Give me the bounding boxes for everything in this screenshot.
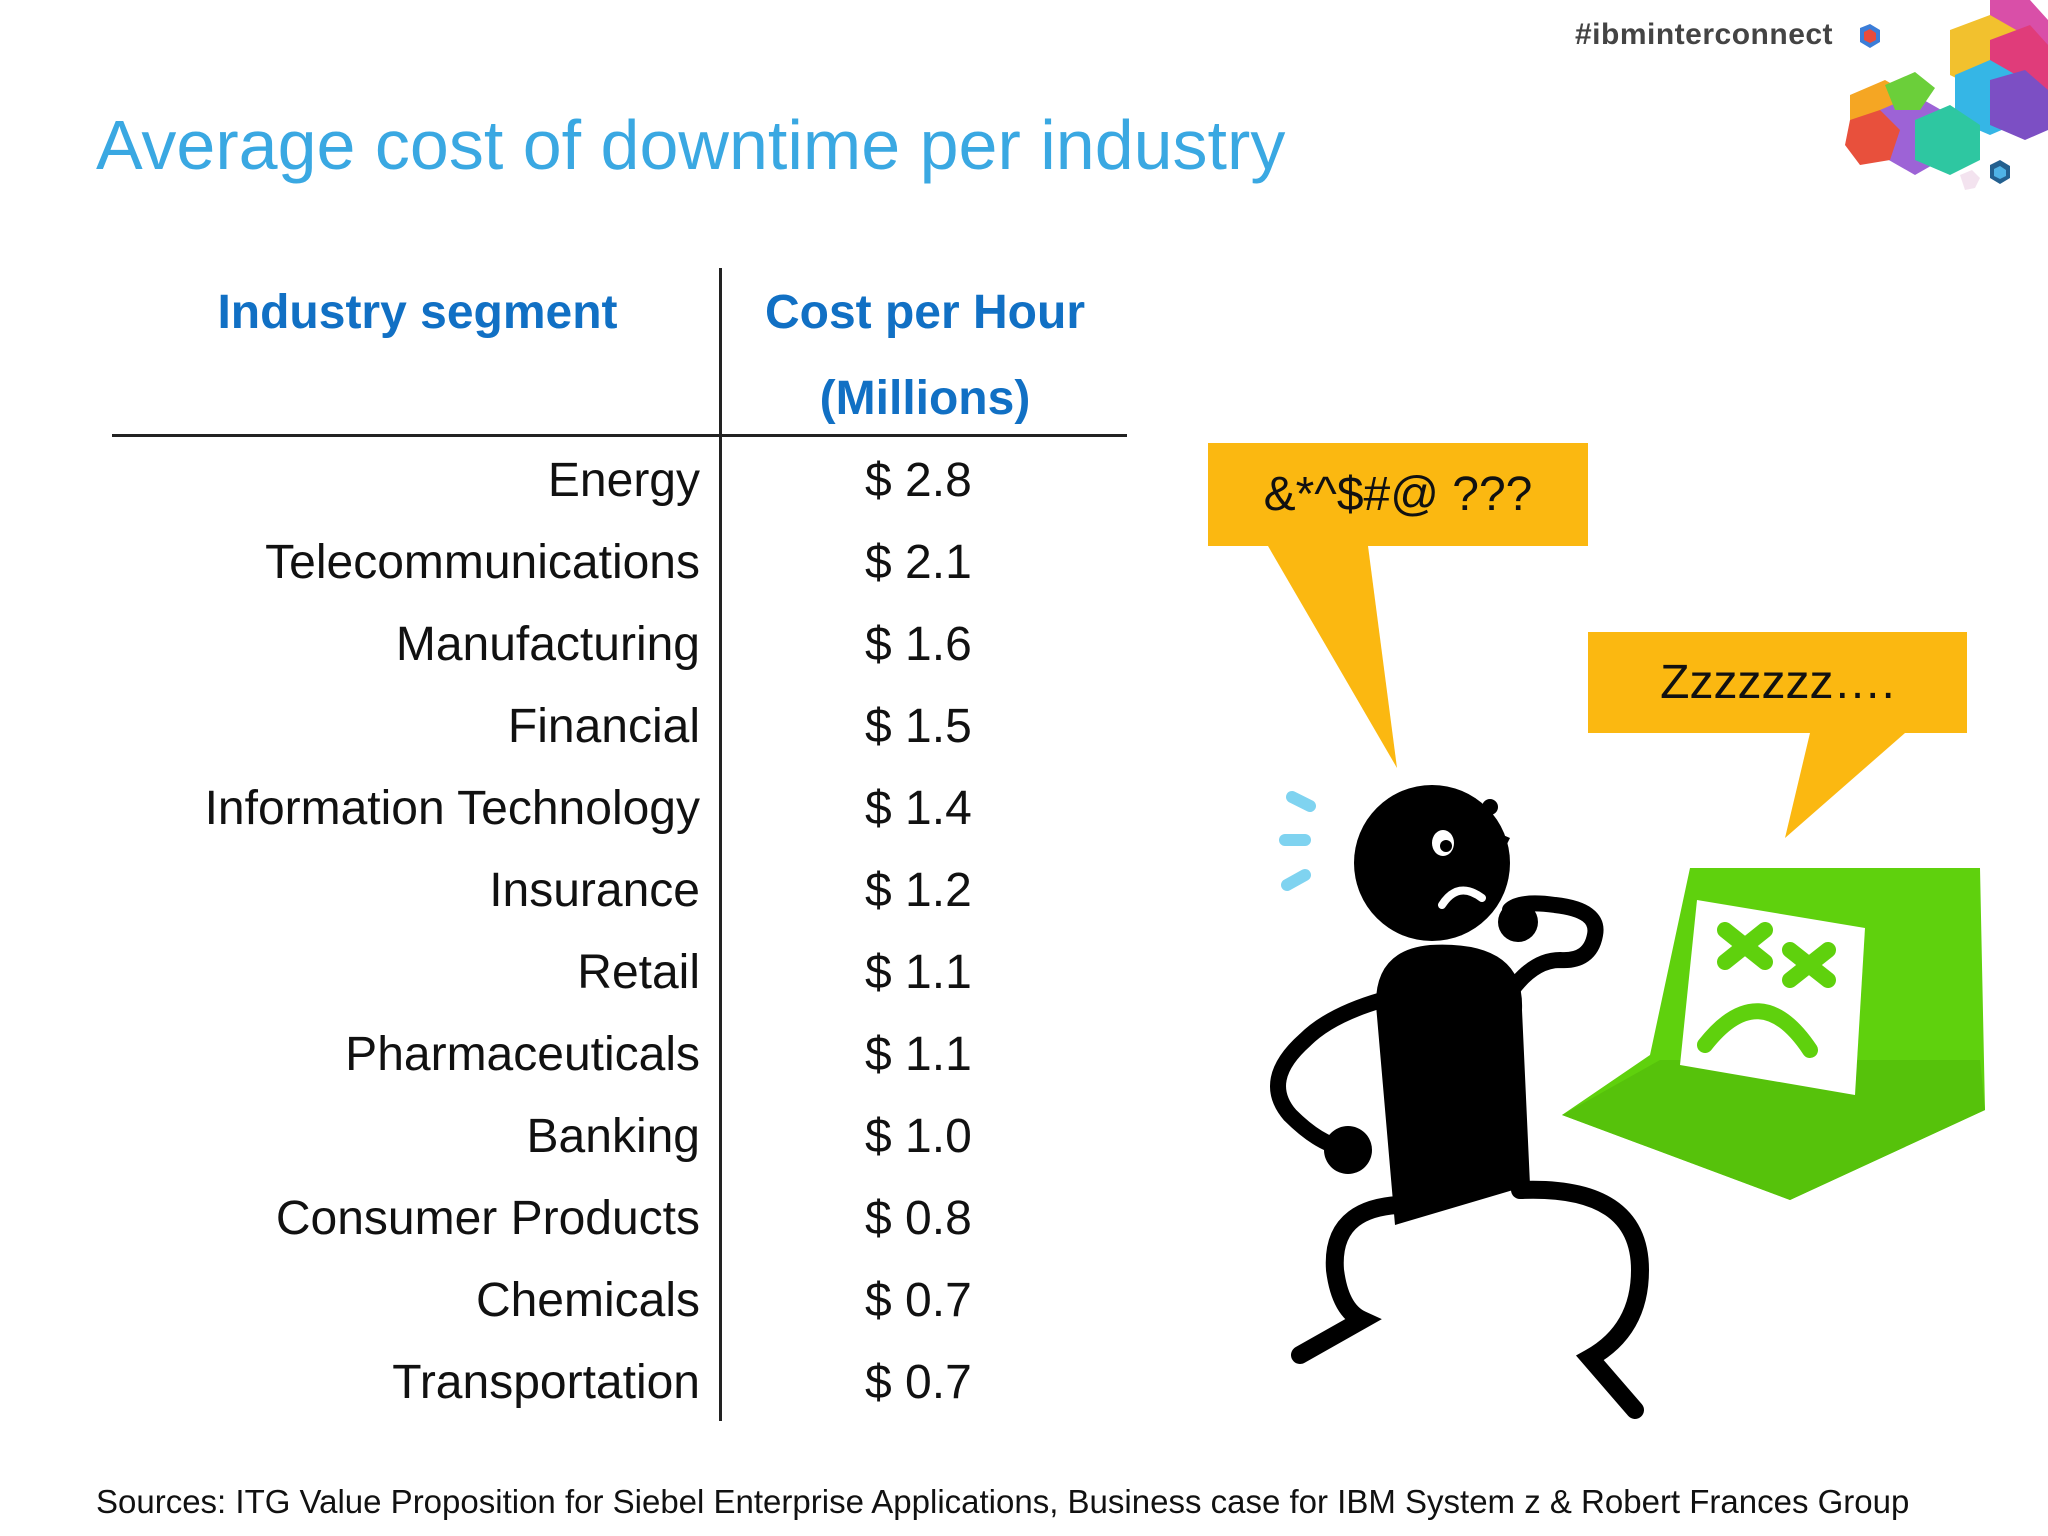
table-row: Insurance $ 1.2 — [0, 850, 1150, 932]
hexagon-cluster-logo-icon — [1845, 0, 2048, 190]
motion-lines-icon — [1279, 791, 1316, 891]
industry-segment: Banking — [526, 1110, 700, 1163]
table-row: Energy $ 2.8 — [0, 440, 1150, 522]
confused-stick-figure-icon — [1270, 785, 1650, 1419]
table-row: Chemicals $ 0.7 — [0, 1260, 1150, 1342]
cost-per-hour: $ 0.8 — [865, 1192, 972, 1245]
sad-computer-icon — [1562, 868, 1985, 1200]
cost-per-hour: $ 2.8 — [865, 454, 972, 507]
cost-per-hour: $ 0.7 — [865, 1356, 972, 1409]
industry-segment: Financial — [507, 700, 700, 753]
cost-per-hour: $ 1.6 — [865, 618, 972, 671]
table-row: Retail $ 1.1 — [0, 932, 1150, 1014]
downtime-illustration — [1268, 546, 1985, 1419]
cost-per-hour: $ 0.7 — [865, 1274, 972, 1327]
industry-segment: Manufacturing — [395, 618, 700, 671]
industry-column-header: Industry segment — [217, 286, 618, 339]
table-row: Consumer Products $ 0.8 — [0, 1178, 1150, 1260]
person-speech-bubble: &*^$#@ ??? — [1208, 443, 1588, 546]
computer-bubble-tail — [1785, 733, 1905, 838]
table-row: Financial $ 1.5 — [0, 686, 1150, 768]
event-hashtag: #ibminterconnect — [1575, 18, 1834, 51]
header-divider — [112, 434, 1127, 437]
computer-speech-bubble: Zzzzzzz…. — [1588, 632, 1967, 733]
cost-per-hour: $ 1.2 — [865, 864, 972, 917]
downtime-cost-table: Industry segment Cost per Hour (Millions… — [0, 268, 1150, 1424]
table-row: Transportation $ 0.7 — [0, 1342, 1150, 1424]
table-row: Banking $ 1.0 — [0, 1096, 1150, 1178]
industry-segment: Pharmaceuticals — [345, 1028, 700, 1081]
person-bubble-tail — [1268, 546, 1397, 768]
sources-footnote: Sources: ITG Value Proposition for Siebe… — [96, 1483, 1910, 1520]
cost-header-line1: Cost per Hour — [764, 286, 1085, 339]
cost-column-header: Cost per Hour (Millions) — [730, 270, 1120, 442]
industry-segment: Telecommunications — [265, 536, 700, 589]
industry-segment: Energy — [547, 454, 700, 507]
slide-title: Average cost of downtime per industry — [96, 106, 1286, 184]
industry-segment: Consumer Products — [275, 1192, 700, 1245]
table-row: Manufacturing $ 1.6 — [0, 604, 1150, 686]
industry-segment: Information Technology — [204, 782, 700, 835]
cost-per-hour: $ 1.4 — [865, 782, 972, 835]
cost-per-hour: $ 2.1 — [865, 536, 972, 589]
industry-segment: Insurance — [489, 864, 700, 917]
industry-segment: Transportation — [392, 1356, 700, 1409]
column-divider — [719, 268, 722, 1421]
table-row: Telecommunications $ 2.1 — [0, 522, 1150, 604]
cost-per-hour: $ 1.0 — [865, 1110, 972, 1163]
industry-segment: Chemicals — [475, 1274, 700, 1327]
cost-per-hour: $ 1.1 — [865, 946, 972, 999]
cost-header-line2: (Millions) — [819, 372, 1031, 425]
cost-per-hour: $ 1.1 — [865, 1028, 972, 1081]
industry-segment: Retail — [577, 946, 700, 999]
cost-per-hour: $ 1.5 — [865, 700, 972, 753]
table-row: Pharmaceuticals $ 1.1 — [0, 1014, 1150, 1096]
table-row: Information Technology $ 1.4 — [0, 768, 1150, 850]
